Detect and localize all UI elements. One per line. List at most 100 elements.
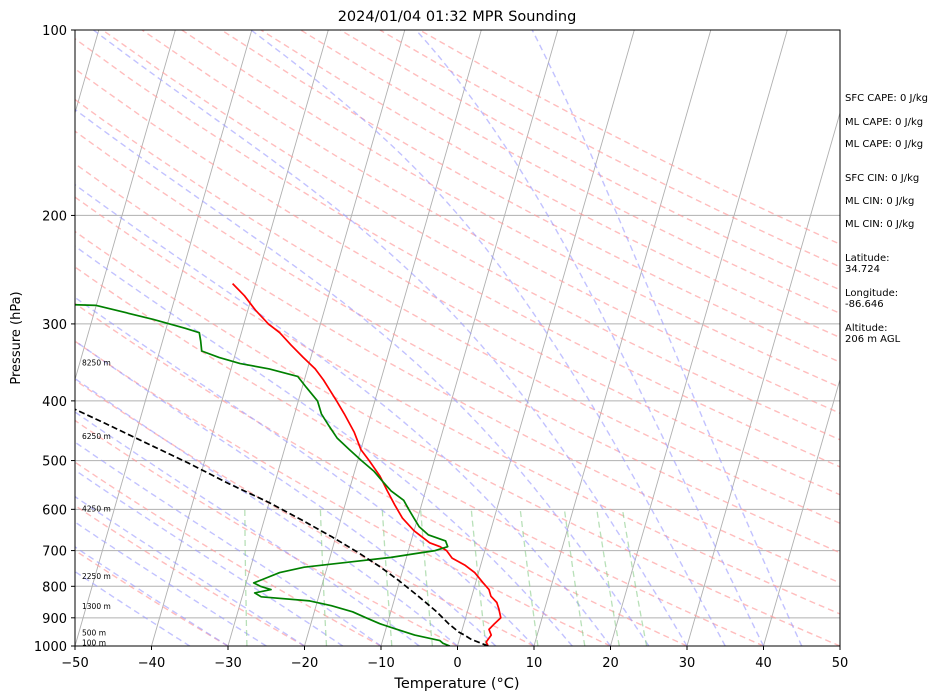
moist-adiabat-line bbox=[531, 30, 803, 646]
moist-adiabat-line bbox=[75, 377, 458, 646]
y-tick-label: 800 bbox=[42, 580, 67, 595]
moist-adiabat-line bbox=[415, 30, 765, 646]
mixing-ratio-line bbox=[519, 509, 539, 646]
altitude-text: Altitude: 206 m AGL bbox=[845, 323, 901, 345]
moist-adiabat-line bbox=[75, 411, 420, 646]
y-tick-label: 300 bbox=[42, 318, 67, 333]
background-lines bbox=[75, 30, 840, 646]
isotherm-line bbox=[457, 30, 635, 646]
y-tick-label: 100 bbox=[42, 24, 67, 39]
moist-adiabat-line bbox=[75, 495, 305, 646]
ml-cape-text-1: ML CAPE: 0 J/kg bbox=[845, 117, 924, 128]
moist-adiabat-line bbox=[75, 570, 191, 646]
x-axis-ticks: −50 −40 −30 −20 −10 0 10 20 30 40 50 bbox=[61, 646, 848, 671]
dry-adiabat-line bbox=[75, 230, 840, 646]
dry-adiabat-line bbox=[75, 461, 382, 646]
ml-cin-text-2: ML CIN: 0 J/kg bbox=[845, 219, 915, 230]
x-tick-label: 40 bbox=[755, 656, 772, 671]
moist-adiabat-line bbox=[75, 469, 344, 646]
moist-adiabat-line bbox=[75, 108, 650, 646]
chart-title: 2024/01/04 01:32 MPR Sounding bbox=[338, 9, 577, 25]
isotherm-line bbox=[380, 30, 559, 646]
dry-adiabat-line bbox=[339, 30, 840, 291]
mixing-ratio-line bbox=[596, 509, 620, 646]
height-label: 2250 m bbox=[82, 572, 111, 581]
mixing-ratio-line bbox=[470, 509, 487, 646]
y-tick-label: 400 bbox=[42, 395, 67, 410]
sfc-cape-text: SFC CAPE: 0 J/kg bbox=[845, 93, 928, 104]
mixing-ratio-line bbox=[563, 509, 586, 646]
height-label: 6250 m bbox=[82, 432, 111, 441]
dry-adiabat-line bbox=[75, 162, 840, 584]
moist-adiabat-line bbox=[75, 296, 535, 646]
dry-adiabat-line bbox=[75, 67, 840, 496]
sfc-cin-text: SFC CIN: 0 J/kg bbox=[845, 173, 920, 184]
x-tick-label: −20 bbox=[291, 656, 318, 671]
isotherm-line bbox=[75, 30, 253, 646]
y-tick-label: 900 bbox=[42, 612, 67, 627]
dewpoint-profile-line bbox=[75, 303, 451, 646]
ml-cin-text-1: ML CIN: 0 J/kg bbox=[845, 196, 915, 207]
x-tick-label: 10 bbox=[526, 656, 543, 671]
parcel-profile-line bbox=[75, 408, 489, 646]
isotherm-line bbox=[610, 30, 788, 646]
y-tick-label: 200 bbox=[42, 209, 67, 224]
dry-adiabat-line bbox=[102, 30, 840, 441]
profiles bbox=[75, 283, 502, 646]
x-tick-label: −40 bbox=[138, 656, 165, 671]
x-tick-label: −30 bbox=[214, 656, 241, 671]
moist-adiabat-line bbox=[75, 183, 612, 646]
y-tick-label: 700 bbox=[42, 545, 67, 560]
dry-adiabat-line bbox=[221, 30, 840, 363]
longitude-text: Longitude: -86.646 bbox=[845, 288, 899, 310]
dry-adiabat-line bbox=[75, 302, 688, 646]
x-tick-label: 0 bbox=[453, 656, 461, 671]
x-tick-label: 50 bbox=[832, 656, 849, 671]
moist-adiabat-line bbox=[75, 245, 573, 646]
latitude-text: Latitude: 34.724 bbox=[845, 253, 890, 275]
mixing-ratio-line bbox=[621, 509, 648, 646]
x-tick-label: 20 bbox=[602, 656, 619, 671]
isotherm-line bbox=[686, 111, 840, 646]
x-axis-label: Temperature (°C) bbox=[393, 676, 519, 692]
moist-adiabat-line bbox=[75, 521, 267, 646]
y-tick-label: 600 bbox=[42, 503, 67, 518]
height-label: 8250 m bbox=[82, 359, 111, 368]
dry-adiabat-line bbox=[181, 30, 840, 389]
height-label: 100 m bbox=[82, 638, 106, 647]
dry-adiabat-line bbox=[75, 340, 611, 646]
x-tick-label: 30 bbox=[679, 656, 696, 671]
isotherm-line bbox=[151, 30, 329, 646]
moist-adiabat-line bbox=[92, 30, 688, 646]
moist-adiabat-line bbox=[75, 546, 229, 646]
isotherm-line bbox=[75, 30, 176, 382]
height-label: 1300 m bbox=[82, 602, 111, 611]
ml-cape-text-2: ML CAPE: 0 J/kg bbox=[845, 139, 924, 150]
y-axis-ticks: 100 200 300 400 500 600 700 800 900 1000 bbox=[34, 24, 75, 655]
y-tick-label: 1000 bbox=[34, 640, 67, 655]
isotherm-line bbox=[227, 30, 406, 646]
moist-adiabat-line bbox=[250, 30, 726, 646]
height-label: 500 m bbox=[82, 629, 106, 638]
y-tick-label: 500 bbox=[42, 455, 67, 470]
x-tick-label: −50 bbox=[61, 656, 88, 671]
isotherm-line bbox=[304, 30, 482, 646]
y-axis-label: Pressure (hPa) bbox=[9, 291, 24, 384]
dry-adiabat-line bbox=[75, 196, 840, 615]
dry-adiabat-line bbox=[75, 549, 229, 646]
dry-adiabat-line bbox=[75, 379, 535, 646]
dry-adiabat-line bbox=[75, 98, 840, 525]
dry-adiabat-line bbox=[141, 30, 840, 414]
moist-adiabat-line bbox=[75, 340, 497, 646]
height-label: 4250 m bbox=[82, 504, 111, 513]
dry-adiabat-line bbox=[75, 419, 458, 646]
dry-adiabat-line bbox=[75, 37, 840, 468]
isotherm-line bbox=[763, 377, 840, 646]
dry-adiabat-line bbox=[75, 266, 764, 646]
x-tick-label: −10 bbox=[367, 656, 394, 671]
mixing-ratio-line bbox=[319, 509, 328, 646]
dry-adiabat-line bbox=[75, 130, 840, 554]
temperature-profile-line bbox=[231, 283, 502, 646]
